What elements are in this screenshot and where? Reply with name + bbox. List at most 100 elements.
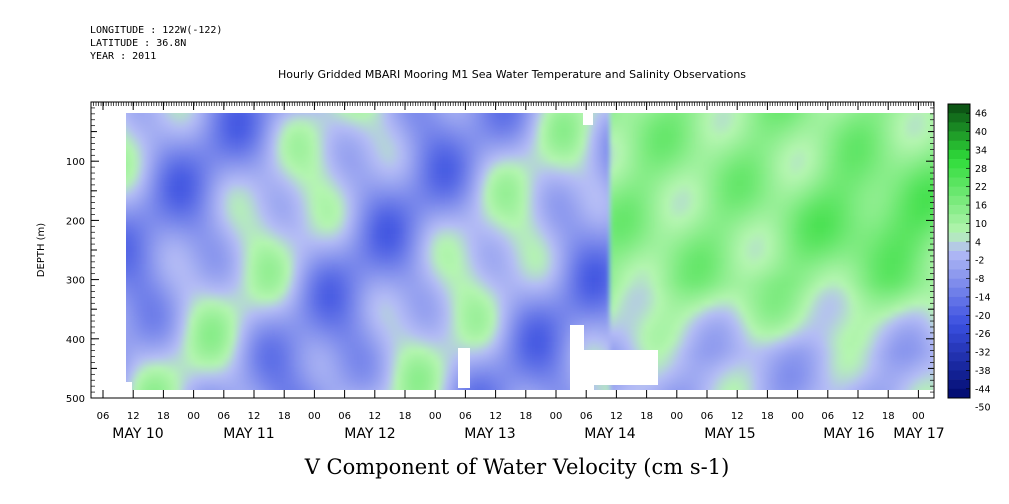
x-tick-label: 00 [308,411,321,422]
colorbar-swatch [948,241,970,252]
colorbar-swatch [948,306,970,316]
latitude-label: LATITUDE : 36.8N [90,38,187,49]
colorbar-label: -8 [975,274,984,285]
x-tick-label: 18 [882,411,895,422]
x-tick-label: 06 [459,411,472,422]
x-tick-label: 00 [791,411,804,422]
colorbar-swatch [948,149,970,160]
colorbar-swatch [948,177,970,187]
y-tick-label: 100 [66,157,85,168]
x-tick-label: 18 [157,411,170,422]
colorbar-swatch [948,113,970,123]
x-tick-label: 18 [399,411,412,422]
colorbar-swatch [948,232,970,243]
colorbar-swatch [948,379,970,390]
colorbar-swatch [948,186,970,197]
y-tick-label: 200 [66,216,85,227]
x-tick-label: 00 [670,411,683,422]
x-tick-label: 06 [338,411,351,422]
x-day-label: MAY 16 [823,426,874,442]
longitude-label: LONGITUDE : 122W(-122) [90,25,223,36]
x-tick-label: 12 [368,411,381,422]
x-tick-label: 06 [701,411,714,422]
colorbar-swatch [948,352,970,362]
colorbar-label: -38 [975,366,991,377]
x-tick-label: 00 [550,411,563,422]
x-axis-label: V Component of Water Velocity (cm s-1) [304,455,730,479]
x-tick-label: 18 [640,411,653,422]
x-tick-label: 06 [217,411,230,422]
colorbar-swatch [948,269,970,279]
year-label: YEAR : 2011 [90,51,157,62]
x-day-label: MAY 15 [704,426,755,442]
colorbar-label: 10 [975,219,987,230]
colorbar-swatch [948,278,970,289]
x-tick-label: 12 [248,411,261,422]
colorbar-swatch [948,251,970,261]
colorbar-swatch [948,140,970,151]
colorbar-label: 40 [975,127,987,138]
colorbar-label: -50 [975,403,991,414]
x-tick-label: 12 [610,411,623,422]
colorbar-swatch [948,104,970,114]
colorbar-swatch [948,315,970,325]
x-day-label: MAY 12 [344,426,395,442]
colorbar-label: -20 [975,311,991,322]
x-day-label: MAY 14 [584,426,635,442]
colorbar-swatch [948,333,970,344]
colorbar-label: 22 [975,182,987,193]
colorbar-label: -32 [975,348,991,359]
colorbar-swatch [948,159,970,169]
colorbar-swatch [948,122,970,132]
x-day-label: MAY 13 [464,426,515,442]
x-day-label: MAY 10 [112,426,163,442]
colorbar-label: -44 [975,384,991,395]
x-tick-label: 06 [97,411,110,422]
colorbar-swatch [948,260,970,270]
colorbar-swatch [948,388,970,399]
colorbar-swatch [948,342,970,353]
colorbar-swatch [948,168,970,178]
y-axis: 100 200 300 400 500 [66,131,934,405]
x-tick-label: 00 [429,411,442,422]
colorbar-swatch [948,361,970,371]
x-tick-label: 12 [127,411,140,422]
y-tick-label: 400 [66,335,85,346]
colorbar-swatch [948,324,970,334]
colorbar-label: 34 [975,145,987,156]
x-tick-label: 00 [187,411,200,422]
x-axis: 06 12 18 00 06 12 18 00 06 12 18 00 06 12 18 00 06 12 18 00… [97,102,945,442]
colorbar-label: -2 [975,256,984,267]
colorbar-swatch [948,370,970,380]
y-axis-label: DEPTH (m) [36,223,47,277]
colorbar-swatch [948,131,970,142]
x-tick-label: 18 [519,411,532,422]
x-tick-label: 12 [489,411,502,422]
colorbar-swatch [948,195,970,206]
colorbar-swatch [948,287,970,298]
x-day-label: MAY 11 [223,426,274,442]
y-tick-label: 500 [66,394,85,405]
colorbar-swatch [948,214,970,224]
x-tick-label: 06 [821,411,834,422]
colorbar-label: 28 [975,164,987,175]
colorbar: 46 40 34 28 22 16 10 4 -2 -8 -14 -20 -26 -32 -38 -44 -50 [947,103,991,414]
x-tick-label: 18 [278,411,291,422]
colorbar-swatch [948,223,970,233]
x-tick-label: 06 [580,411,593,422]
velocity-field [126,113,933,390]
colorbar-label: -14 [975,292,991,303]
x-tick-label: 18 [761,411,774,422]
colorbar-label: 4 [975,237,981,248]
colorbar-label: 16 [975,201,987,212]
colorbar-swatch [948,296,970,307]
y-tick-label: 300 [66,276,85,287]
colorbar-label: 46 [975,109,987,120]
x-tick-label: 12 [852,411,865,422]
x-tick-label: 12 [731,411,744,422]
colorbar-swatch [948,205,970,215]
colorbar-label: -26 [975,329,991,340]
x-tick-label: 00 [912,411,925,422]
x-day-label: MAY 17 [893,426,944,442]
